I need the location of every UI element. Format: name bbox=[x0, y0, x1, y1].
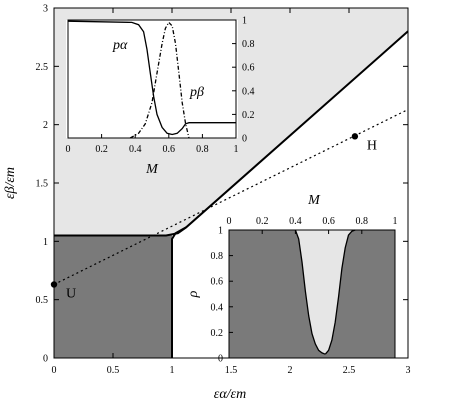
inset-bottom-y-tick-label: 1 bbox=[218, 226, 223, 237]
inset-top-frame bbox=[67, 19, 237, 139]
inset-top-x-tick-label: 1 bbox=[234, 144, 239, 155]
main-x-tick-label: 2 bbox=[288, 365, 293, 376]
inset-top-series-line-0 bbox=[67, 20, 236, 136]
inset-bottom-x-tick-label: 0 bbox=[227, 216, 232, 227]
inset-bottom-frame bbox=[228, 229, 396, 359]
inset-top-x-tick-label: 0.8 bbox=[196, 144, 209, 155]
inset-bottom-frame-rect bbox=[228, 229, 396, 359]
inset-bottom: 0 0.2 0.4 0.6 0.8 100.20.40.60.81 M ρ bbox=[186, 193, 398, 365]
main-x-tick-label: 1 bbox=[170, 365, 175, 376]
inset-top-background bbox=[66, 20, 238, 138]
main-points: UH bbox=[50, 133, 377, 302]
main-lines bbox=[53, 30, 409, 358]
inset-top-y-tick-label: 0.2 bbox=[242, 110, 255, 121]
inset-bottom-curve-0 bbox=[294, 229, 326, 355]
main-y-tick-label: 3 bbox=[43, 4, 48, 15]
inset-top: 0 0.2 0.4 0.6 0.8 100.20.40.60.81 M pα pβ bbox=[66, 16, 255, 178]
main-y-tick-label: 1.5 bbox=[36, 179, 49, 190]
inset-top-frame-rect bbox=[67, 19, 237, 139]
main-x-tick-label: 1.5 bbox=[225, 365, 238, 376]
inset-bottom-y-tick-label: 0 bbox=[218, 354, 223, 365]
main-series-line-1 bbox=[171, 226, 187, 358]
main-y-tick-label: 0.5 bbox=[36, 295, 49, 306]
main-y-tick-label: 2.5 bbox=[36, 62, 49, 73]
main-x-tick-label: 0 bbox=[52, 365, 57, 376]
inset-bottom-x-axis-label: M bbox=[307, 193, 321, 208]
inset-bottom-y-tick-label: 0.4 bbox=[211, 302, 224, 313]
main-y-tick-label: 2 bbox=[43, 120, 48, 131]
inset-top-x-tick-label: 0.2 bbox=[95, 144, 108, 155]
inset-bottom-x-tick-label: 0.4 bbox=[289, 216, 302, 227]
inset-bottom-ticks: 0 0.2 0.4 0.6 0.8 100.20.40.60.81 bbox=[211, 216, 398, 365]
inset-top-x-axis-label: M bbox=[145, 162, 159, 177]
inset-bottom-x-tick-label: 0.8 bbox=[356, 216, 369, 227]
main-x-tick-label: 3 bbox=[406, 365, 411, 376]
inset-top-y-tick-label: 0.8 bbox=[242, 39, 255, 50]
main-point-label-h: H bbox=[367, 138, 377, 153]
inset-top-y-tick-label: 0 bbox=[242, 134, 247, 145]
main-series-line-0 bbox=[54, 30, 409, 237]
main-x-tick-label: 2.5 bbox=[343, 365, 356, 376]
inset-bottom-curve-1 bbox=[324, 229, 356, 355]
main-series-line-2 bbox=[53, 108, 409, 286]
main-x-tick-label: 0.5 bbox=[107, 365, 120, 376]
inset-bottom-y-tick-label: 0.8 bbox=[211, 251, 224, 262]
inset-bottom-y-tick-label: 0.2 bbox=[211, 328, 224, 339]
inset-bottom-x-tick-label: 0.6 bbox=[322, 216, 335, 227]
inset-bottom-x-tick-label: 0.2 bbox=[256, 216, 269, 227]
main-ticks: 0 0.5 1 1.5 2 2.5 3 0 0.5 1 1.5 2 2.5 3 bbox=[36, 4, 411, 377]
main-x-axis-label: εα/εm bbox=[214, 387, 246, 402]
main-y-axis-label: εβ/εm bbox=[3, 167, 18, 199]
inset-bottom-x-tick-label: 1 bbox=[393, 216, 398, 227]
main-point-h bbox=[351, 133, 359, 140]
inset-bottom-y-axis-label: ρ bbox=[186, 290, 201, 298]
main-region-dark bbox=[54, 235, 172, 358]
inset-top-ticks: 0 0.2 0.4 0.6 0.8 100.20.40.60.81 bbox=[66, 16, 255, 156]
inset-top-y-tick-label: 1 bbox=[242, 16, 247, 27]
main-point-label-u: U bbox=[66, 287, 76, 302]
inset-top-series-line-1 bbox=[129, 21, 190, 139]
inset-top-x-tick-label: 0.4 bbox=[129, 144, 142, 155]
inset-top-x-tick-label: 0 bbox=[66, 144, 71, 155]
inset-bottom-lines bbox=[294, 229, 356, 355]
inset-bottom-areas bbox=[229, 230, 395, 358]
inset-bottom-y-tick-label: 0.6 bbox=[211, 277, 224, 288]
inset-top-series-label-pbeta: pβ bbox=[189, 85, 204, 100]
inset-top-y-tick-label: 0.6 bbox=[242, 63, 255, 74]
inset-top-series-label-palpha: pα bbox=[112, 38, 128, 53]
inset-top-x-tick-label: 0.6 bbox=[163, 144, 176, 155]
main-y-tick-label: 0 bbox=[43, 354, 48, 365]
main-y-tick-label: 1 bbox=[43, 237, 48, 248]
inset-top-y-tick-label: 0.4 bbox=[242, 86, 255, 97]
inset-top-lines bbox=[67, 20, 236, 139]
main-point-u bbox=[50, 281, 58, 288]
